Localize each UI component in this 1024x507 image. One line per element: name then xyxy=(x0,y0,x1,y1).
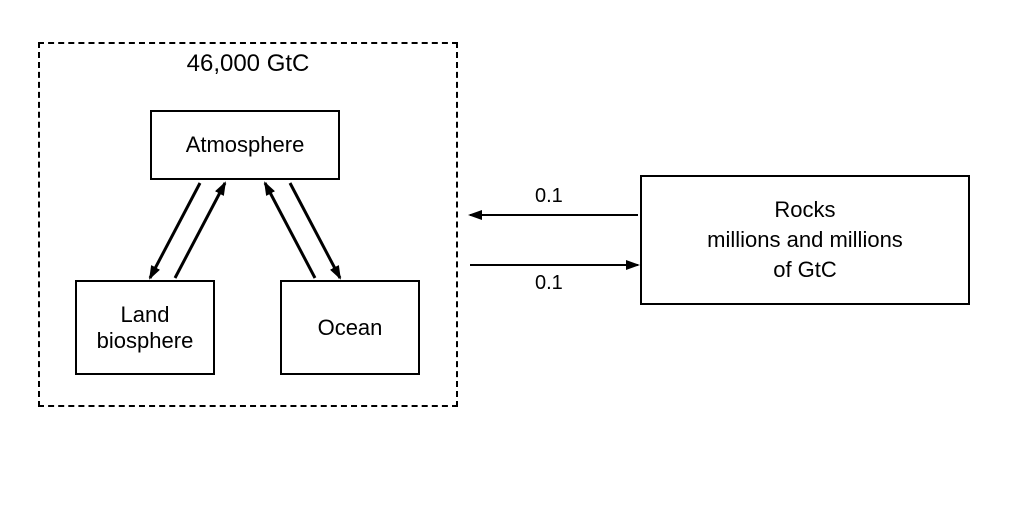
carbon-cycle-diagram: { "diagram": { "type": "flowchart", "bac… xyxy=(0,0,1024,507)
edge-label-rocks-to-group: 0.1 xyxy=(535,185,563,208)
edges-layer xyxy=(0,0,1024,507)
edge-atm-to-ocean xyxy=(290,183,340,278)
edge-atm-to-land xyxy=(150,183,200,278)
edge-label-group-to-rocks: 0.1 xyxy=(535,272,563,295)
edge-land-to-atm xyxy=(175,183,225,278)
edge-ocean-to-atm xyxy=(265,183,315,278)
